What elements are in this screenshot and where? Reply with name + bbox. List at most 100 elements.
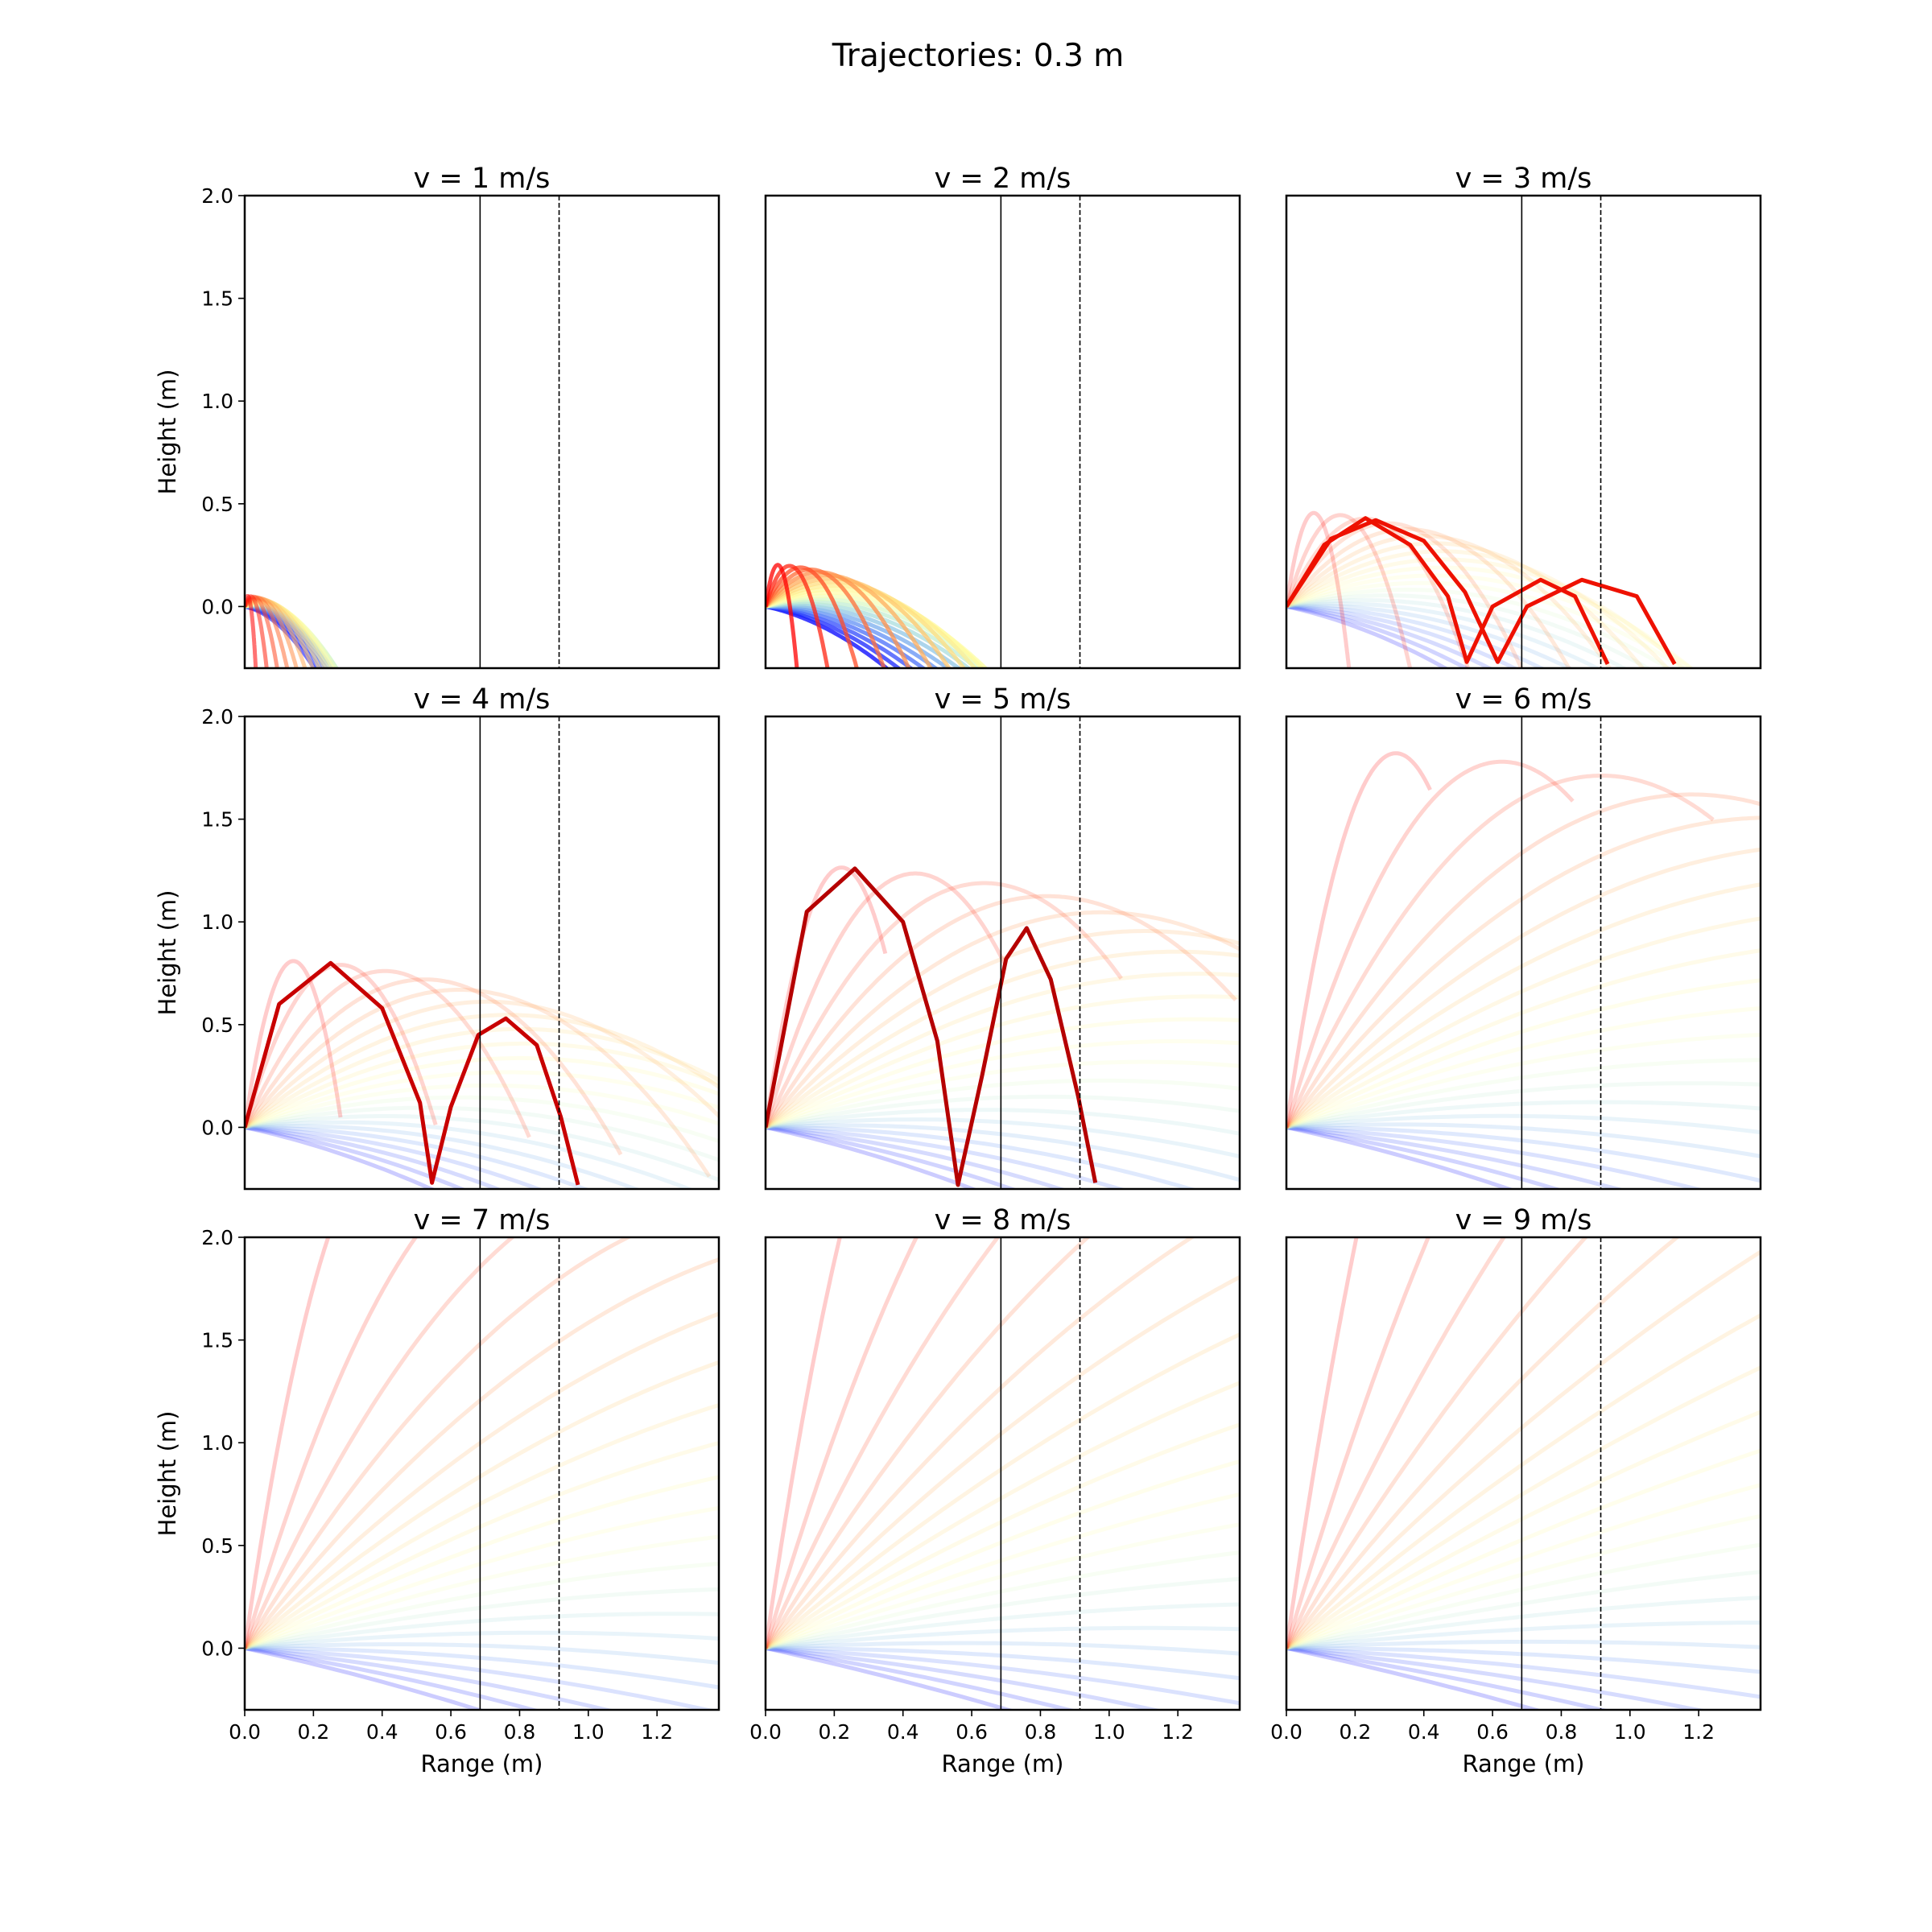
trajectory-line — [1286, 978, 1761, 1129]
panel-1: v = 1 m/s 0.0 0.5 1.0 1.5 2.0 Height (m) — [154, 163, 720, 670]
trajectory-line — [1286, 1237, 1681, 1649]
trajectory-line — [1286, 604, 1450, 668]
trajectory-line — [766, 1237, 1091, 1649]
plot-area — [245, 959, 719, 1189]
axes-frame — [243, 715, 720, 1191]
trajectory-line — [1286, 1237, 1507, 1649]
axes-frame — [1285, 715, 1762, 1191]
y-tick-label: 0.5 — [201, 493, 233, 516]
trajectory-line — [766, 1237, 842, 1649]
trajectory-line — [245, 1505, 719, 1650]
trajectory-line — [245, 1125, 467, 1189]
trajectory-line — [1286, 1596, 1761, 1650]
trajectory-line — [766, 572, 933, 668]
trajectory-line — [1286, 1639, 1761, 1650]
trajectory-line — [766, 1645, 1077, 1710]
x-tick-label: 0.0 — [229, 1720, 261, 1744]
trajectory-line — [245, 977, 623, 1156]
trajectory-line — [245, 1026, 719, 1129]
trajectory-line — [1286, 573, 1695, 668]
trajectory-line — [766, 1078, 1240, 1129]
trajectory-line — [766, 1123, 1240, 1183]
trajectory-line — [1286, 1237, 1431, 1649]
x-tick-label: 0.8 — [1025, 1720, 1057, 1744]
trajectory-line — [245, 1125, 503, 1189]
y-tick-label: 2.0 — [201, 184, 233, 208]
trajectory-line — [766, 1422, 1240, 1650]
trajectory-line — [245, 988, 712, 1178]
trajectory-line — [245, 1630, 719, 1650]
x-tick-label: 0.2 — [818, 1720, 850, 1744]
x-axis-label: Range (m) — [941, 1750, 1063, 1777]
x-tick-label: 0.2 — [1339, 1720, 1371, 1744]
trajectory-line — [1286, 1620, 1761, 1650]
trajectory-line — [1286, 759, 1575, 1129]
trajectory-line — [766, 1108, 1240, 1136]
trajectory-line — [245, 1237, 633, 1649]
trajectory-line — [1286, 1125, 1515, 1189]
trajectory-line — [245, 1360, 719, 1650]
trajectory-line — [245, 1120, 695, 1189]
x-tick-label: 1.2 — [1162, 1720, 1194, 1744]
axes-frame — [1285, 194, 1762, 670]
axes-frame — [243, 1236, 720, 1711]
plot-area — [245, 594, 340, 668]
x-axis-label: Range (m) — [420, 1750, 543, 1777]
trajectory-line — [766, 1237, 919, 1649]
trajectory-line — [1286, 565, 1695, 668]
trajectory-line — [1286, 526, 1571, 668]
panel-6: v = 6 m/s — [1285, 683, 1762, 1191]
trajectory-line — [1286, 513, 1413, 668]
y-tick-label: 1.0 — [201, 910, 233, 934]
plot-area — [245, 1237, 719, 1710]
trajectory-line — [1286, 604, 1494, 668]
trajectory-line — [766, 599, 980, 668]
panel-title: v = 2 m/s — [935, 163, 1071, 195]
trajectory-line — [1286, 1125, 1761, 1183]
trajectory-line — [1286, 1122, 1761, 1158]
trajectory-line — [766, 1094, 1240, 1129]
plot-area — [766, 1237, 1240, 1710]
trajectory-line — [1286, 593, 1652, 668]
trajectory-line — [245, 1237, 331, 1649]
trajectory-line — [1286, 1645, 1611, 1710]
trajectory-line — [245, 1125, 436, 1189]
trajectory-line — [766, 1381, 1240, 1650]
trajectory-line — [1286, 541, 1645, 668]
trajectory-line — [245, 1440, 719, 1650]
trajectory-line — [1286, 1237, 1589, 1649]
trajectory-line — [766, 972, 1240, 1129]
trajectory-line — [766, 1625, 1240, 1650]
highlight-trajectory — [766, 866, 1098, 1187]
trajectory-line — [245, 1645, 719, 1690]
plot-area — [1286, 751, 1761, 1189]
trajectory-line — [245, 594, 258, 668]
trajectory-line — [766, 1576, 1240, 1650]
trajectory-line — [245, 1041, 719, 1129]
trajectory-line — [245, 1013, 719, 1129]
trajectory-line — [1286, 1313, 1761, 1650]
plot-area — [766, 865, 1240, 1189]
trajectory-line — [245, 1124, 642, 1189]
trajectory-line — [1286, 1249, 1761, 1650]
trajectory-line — [1286, 1483, 1761, 1650]
trajectory-line — [1286, 604, 1546, 668]
trajectory-line — [766, 570, 911, 668]
trajectory-line — [245, 1645, 485, 1710]
panel-title: v = 3 m/s — [1455, 163, 1592, 195]
panel-title: v = 7 m/s — [414, 1204, 551, 1236]
x-tick-label: 0.2 — [297, 1720, 329, 1744]
trajectory-line — [1286, 601, 1602, 668]
trajectory-line — [766, 1459, 1240, 1650]
trajectory-line — [766, 1492, 1240, 1650]
x-axis-label: Range (m) — [1462, 1750, 1584, 1777]
x-tick-label: 1.2 — [641, 1720, 673, 1744]
trajectory-line — [766, 565, 859, 668]
trajectory-line — [766, 1059, 1240, 1129]
trajectory-line — [245, 1587, 719, 1650]
trajectory-line — [245, 1311, 719, 1650]
trajectory-line — [1286, 1645, 1761, 1699]
panel-3: v = 3 m/s — [1285, 163, 1762, 670]
trajectory-line — [245, 1095, 719, 1144]
trajectory-line — [766, 1641, 1240, 1656]
